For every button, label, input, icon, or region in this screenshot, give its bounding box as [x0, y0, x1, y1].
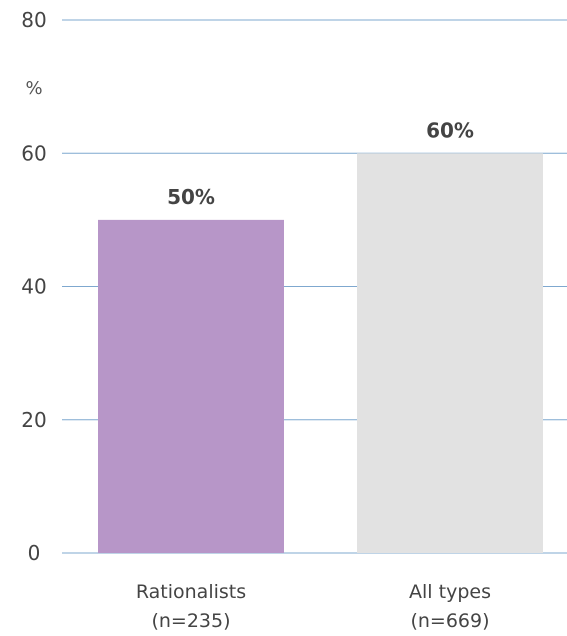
category-labels: Rationalists (n=235) All types (n=669): [136, 581, 491, 632]
y-tick-label-80: 80: [21, 8, 46, 32]
y-tick-label-40: 40: [21, 275, 46, 299]
y-tick-label-0: 0: [28, 541, 41, 565]
category-sublabel-1: (n=669): [410, 610, 489, 632]
category-sublabel-0: (n=235): [151, 610, 230, 632]
y-tick-label-20: 20: [21, 408, 46, 432]
category-label-1: All types: [409, 581, 491, 603]
value-labels: 50% 60%: [167, 118, 474, 209]
y-tick-label-60: 60: [21, 141, 46, 165]
bar-1: [357, 153, 543, 553]
y-axis-unit-label: %: [25, 78, 42, 99]
category-label-0: Rationalists: [136, 581, 246, 603]
value-label-0: 50%: [167, 185, 215, 209]
value-label-1: 60%: [426, 118, 474, 142]
bars: [98, 153, 543, 553]
bar-0: [98, 219, 284, 553]
y-axis-ticks: 0 20 40 60 80: [21, 8, 46, 565]
